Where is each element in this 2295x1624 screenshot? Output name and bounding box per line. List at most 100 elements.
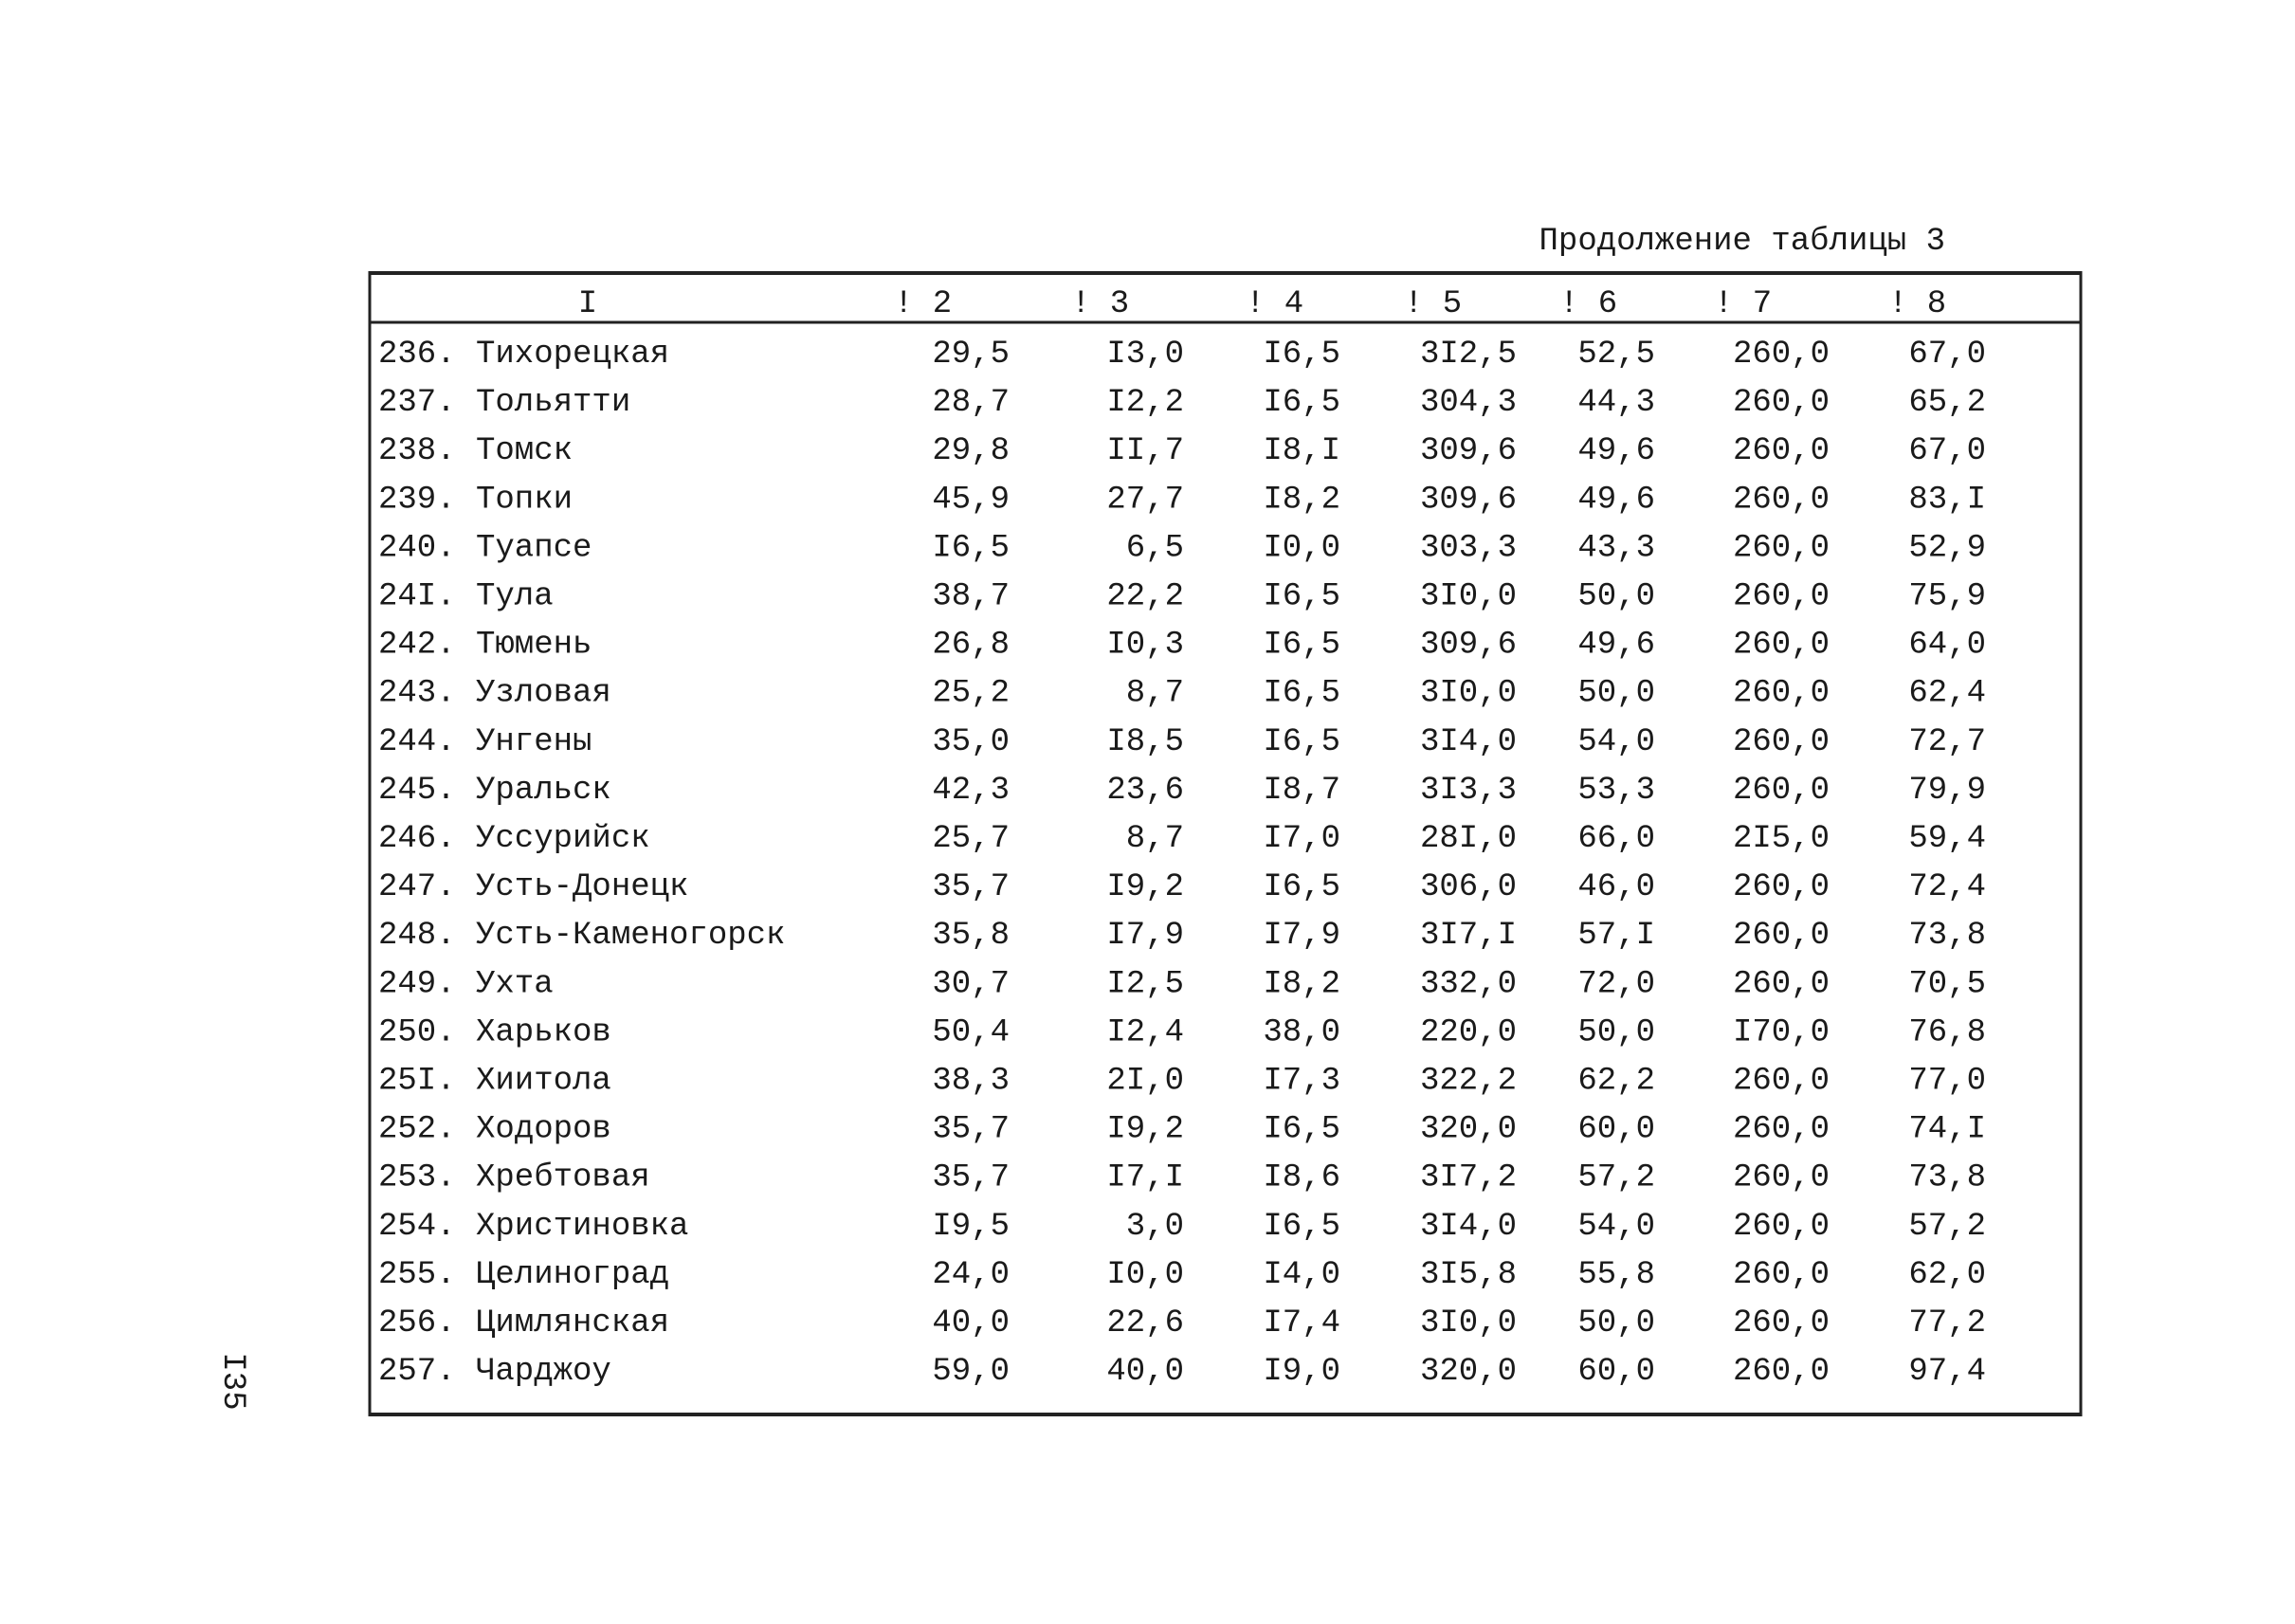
cell-value: 50,0: [1577, 676, 1655, 712]
cell-value: 79,9: [1908, 773, 1986, 809]
cell-value: 309,6: [1420, 433, 1517, 469]
row-number: 247.: [378, 869, 456, 905]
cell-value: I3,0: [1106, 337, 1184, 373]
cell-value: 42,3: [932, 773, 1010, 809]
cell-value: 49,6: [1577, 628, 1655, 664]
row-number: 244.: [378, 724, 456, 760]
cell-value: 260,0: [1733, 433, 1830, 469]
cell-value: 38,7: [932, 578, 1010, 614]
cell-value: I2,2: [1106, 385, 1184, 421]
cell-value: 28,7: [932, 385, 1010, 421]
station-name: Уральск: [476, 773, 611, 809]
row-number: 243.: [378, 676, 456, 712]
cell-value: I2,5: [1106, 966, 1184, 1002]
column-header: ! 5: [1404, 286, 1462, 322]
cell-value: 74,I: [1908, 1112, 1986, 1148]
row-number: 238.: [378, 433, 456, 469]
cell-value: I7,I: [1106, 1160, 1184, 1196]
station-name: Целиноград: [476, 1257, 669, 1293]
cell-value: I6,5: [1263, 869, 1340, 905]
row-number: 252.: [378, 1112, 456, 1148]
cell-value: 76,8: [1908, 1014, 1986, 1050]
cell-value: 260,0: [1733, 966, 1830, 1002]
cell-value: I7,0: [1263, 821, 1340, 857]
column-header: ! 6: [1559, 286, 1617, 322]
cell-value: I8,5: [1106, 724, 1184, 760]
cell-value: 260,0: [1733, 578, 1830, 614]
station-name: Томск: [476, 433, 573, 469]
row-number: 237.: [378, 385, 456, 421]
station-name: Чарджоу: [476, 1354, 611, 1390]
row-number: 250.: [378, 1014, 456, 1050]
cell-value: 320,0: [1420, 1112, 1517, 1148]
cell-value: 332,0: [1420, 966, 1517, 1002]
cell-value: 67,0: [1908, 337, 1986, 373]
cell-value: 73,8: [1908, 1160, 1986, 1196]
cell-value: 322,2: [1420, 1063, 1517, 1099]
station-name: Цимлянская: [476, 1305, 669, 1341]
cell-value: 55,8: [1577, 1257, 1655, 1293]
row-number: 255.: [378, 1257, 456, 1293]
row-number: 254.: [378, 1209, 456, 1245]
cell-value: 260,0: [1733, 1354, 1830, 1390]
cell-value: 260,0: [1733, 1305, 1830, 1341]
station-name: Хребтовая: [476, 1160, 650, 1196]
cell-value: 220,0: [1420, 1014, 1517, 1050]
cell-value: 3I0,0: [1420, 676, 1517, 712]
row-number: 246.: [378, 821, 456, 857]
cell-value: 62,2: [1577, 1063, 1655, 1099]
cell-value: 2I,0: [1106, 1063, 1184, 1099]
cell-value: 3I0,0: [1420, 578, 1517, 614]
cell-value: 77,2: [1908, 1305, 1986, 1341]
cell-value: I8,2: [1263, 482, 1340, 518]
station-name: Тюмень: [476, 628, 592, 664]
cell-value: I4,0: [1263, 1257, 1340, 1293]
cell-value: I8,7: [1263, 773, 1340, 809]
cell-value: 27,7: [1106, 482, 1184, 518]
cell-value: 260,0: [1733, 337, 1830, 373]
cell-value: 72,0: [1577, 966, 1655, 1002]
cell-value: 23,6: [1106, 773, 1184, 809]
cell-value: 38,3: [932, 1063, 1010, 1099]
cell-value: 57,I: [1577, 918, 1655, 954]
column-header: ! 8: [1888, 286, 1946, 322]
cell-value: 50,4: [932, 1014, 1010, 1050]
cell-value: 26,8: [932, 628, 1010, 664]
cell-value: 260,0: [1733, 1112, 1830, 1148]
cell-value: 8,7: [1126, 821, 1184, 857]
cell-value: 260,0: [1733, 1063, 1830, 1099]
cell-value: 3I5,8: [1420, 1257, 1517, 1293]
cell-value: 260,0: [1733, 724, 1830, 760]
station-name: Унгены: [476, 724, 592, 760]
cell-value: 83,I: [1908, 482, 1986, 518]
cell-value: I6,5: [1263, 337, 1340, 373]
cell-value: 62,4: [1908, 676, 1986, 712]
column-header: ! 4: [1246, 286, 1303, 322]
cell-value: 44,3: [1577, 385, 1655, 421]
cell-value: 303,3: [1420, 530, 1517, 566]
cell-value: 60,0: [1577, 1112, 1655, 1148]
station-name: Уссурийск: [476, 821, 650, 857]
cell-value: 40,0: [932, 1305, 1010, 1341]
cell-value: 25,2: [932, 676, 1010, 712]
cell-value: I6,5: [1263, 578, 1340, 614]
cell-value: I6,5: [1263, 1112, 1340, 1148]
cell-value: 50,0: [1577, 1014, 1655, 1050]
row-number: 239.: [378, 482, 456, 518]
station-name: Усть-Каменогорск: [476, 918, 785, 954]
cell-value: 320,0: [1420, 1354, 1517, 1390]
cell-value: 25,7: [932, 821, 1010, 857]
cell-value: 2I5,0: [1733, 821, 1830, 857]
cell-value: 38,0: [1263, 1014, 1340, 1050]
column-header: ! 2: [894, 286, 952, 322]
cell-value: 54,0: [1577, 724, 1655, 760]
cell-value: 75,9: [1908, 578, 1986, 614]
cell-value: 49,6: [1577, 433, 1655, 469]
cell-value: 260,0: [1733, 918, 1830, 954]
cell-value: II,7: [1106, 433, 1184, 469]
cell-value: I8,I: [1263, 433, 1340, 469]
row-number: 24I.: [378, 578, 456, 614]
row-number: 236.: [378, 337, 456, 373]
cell-value: 50,0: [1577, 578, 1655, 614]
